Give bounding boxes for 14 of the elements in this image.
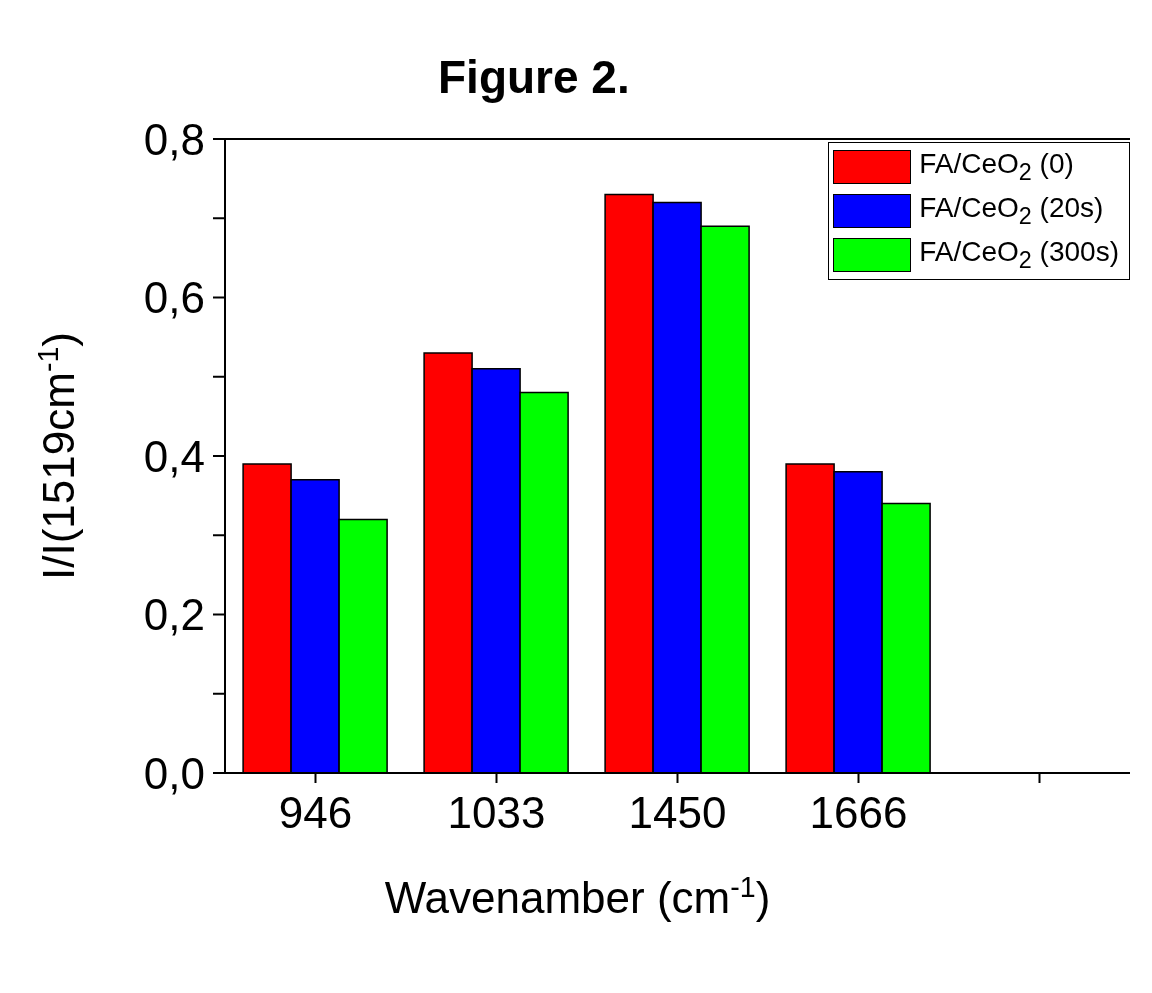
legend-label: FA/CeO$_{2}$ (300s) bbox=[919, 236, 1119, 274]
x-tick-label: 1033 bbox=[447, 788, 546, 838]
y-tick-label: 0,6 bbox=[143, 273, 205, 323]
y-tick-label: 0,2 bbox=[143, 590, 205, 640]
legend-label: FA/CeO$_{2}$ (0) bbox=[919, 148, 1074, 186]
chart-title: Figure 2. bbox=[438, 50, 630, 104]
x-tick-label: 946 bbox=[278, 788, 353, 838]
x-axis-title: Wavenamber (cm$^{-1}$) bbox=[384, 871, 771, 922]
legend-label: FA/CeO$_{2}$ (20s) bbox=[919, 192, 1104, 230]
y-tick-label: 0,4 bbox=[143, 431, 205, 481]
x-tick-label: 1666 bbox=[809, 788, 908, 838]
x-tick-label: 1450 bbox=[628, 788, 727, 838]
y-tick-label: 0,8 bbox=[143, 114, 205, 164]
y-tick-label: 0,0 bbox=[143, 748, 205, 798]
